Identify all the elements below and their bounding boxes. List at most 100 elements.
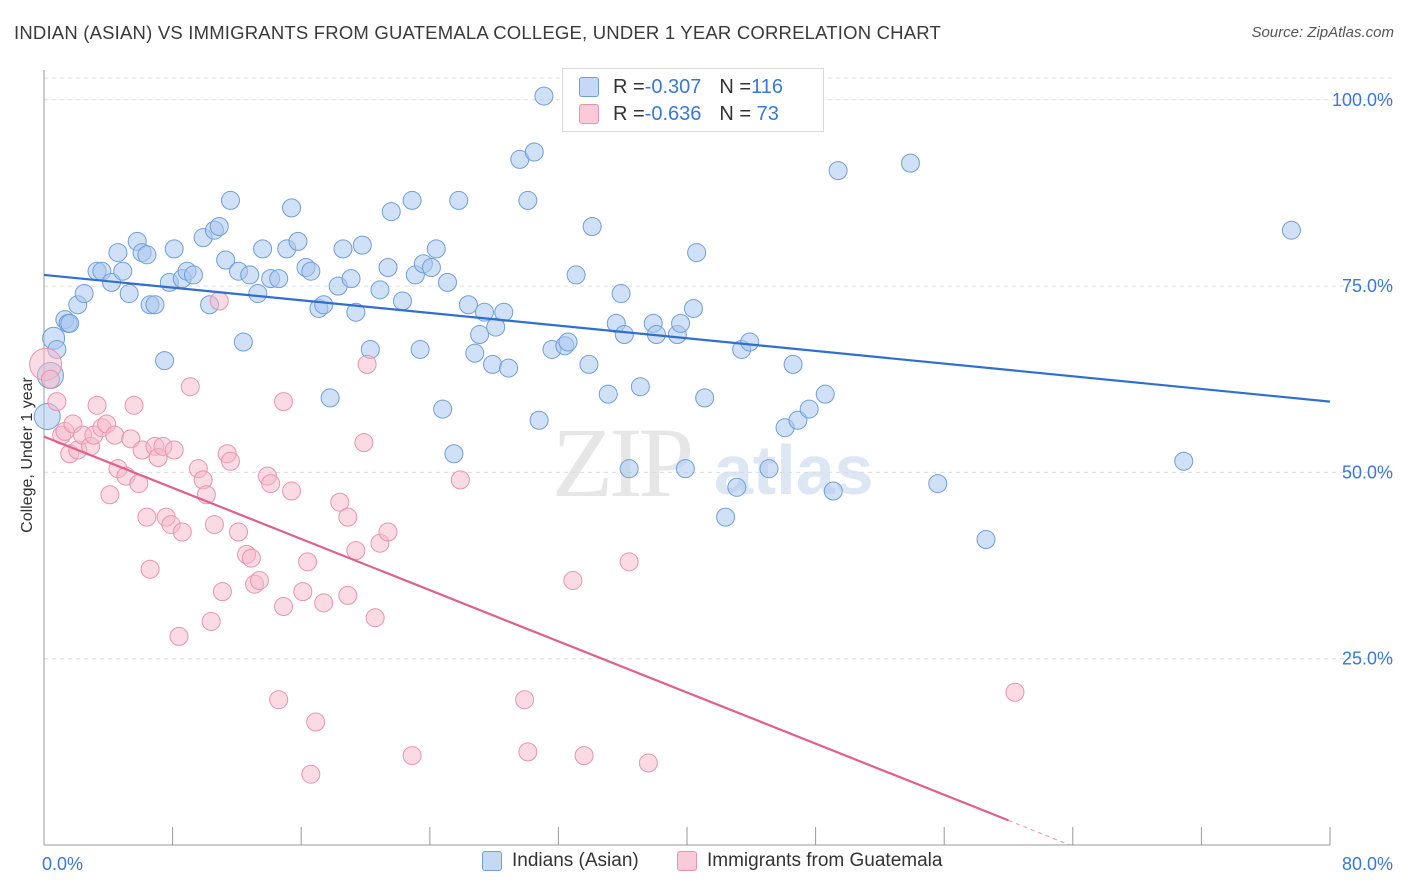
legend-swatch-pink	[579, 104, 599, 124]
data-point-guatemala	[124, 395, 144, 415]
data-point-indians	[346, 302, 366, 322]
data-point-indians	[381, 202, 401, 222]
data-point-indians	[421, 257, 441, 277]
legend-swatch-pink	[677, 851, 697, 871]
data-point-indians	[410, 339, 430, 359]
chart-title: INDIAN (ASIAN) VS IMMIGRANTS FROM GUATEM…	[14, 22, 942, 43]
data-point-indians	[145, 295, 165, 315]
data-point-guatemala	[172, 522, 192, 542]
data-point-indians	[582, 216, 602, 236]
data-point-guatemala	[204, 515, 224, 535]
trend-line-guatemala	[43, 435, 1009, 822]
data-point-indians	[164, 239, 184, 259]
y-tick-label: 50.0%	[1342, 462, 1393, 482]
data-point-guatemala	[229, 522, 249, 542]
data-point-indians	[433, 399, 453, 419]
data-point-indians	[529, 410, 549, 430]
trend-line-indians	[43, 273, 1331, 403]
data-point-indians	[474, 302, 494, 322]
data-point-guatemala	[378, 522, 398, 542]
data-point-indians	[458, 295, 478, 315]
data-point-guatemala	[274, 597, 294, 617]
gridlines	[44, 77, 1392, 660]
data-point-indians	[155, 351, 175, 371]
x-tick-label: 80.0%	[1342, 854, 1393, 874]
data-point-guatemala	[346, 541, 366, 561]
trend-lines	[43, 273, 1331, 846]
data-point-indians	[119, 284, 139, 304]
data-point-indians	[183, 265, 203, 285]
data-point-indians	[74, 284, 94, 304]
data-point-indians	[216, 250, 236, 270]
data-point-indians	[579, 354, 599, 374]
legend-item-guatemala: Immigrants from Guatemala	[677, 850, 942, 872]
data-point-guatemala	[180, 377, 200, 397]
data-point-indians	[449, 190, 469, 210]
data-point-guatemala	[563, 570, 583, 590]
data-point-indians	[815, 384, 835, 404]
series-indians-points	[33, 86, 1301, 549]
data-point-indians	[928, 474, 948, 494]
data-point-indians	[320, 388, 340, 408]
axes	[43, 70, 1331, 846]
data-point-indians	[828, 161, 848, 181]
data-point-guatemala	[249, 570, 269, 590]
data-point-indians	[727, 477, 747, 497]
data-point-indians	[759, 459, 779, 479]
data-point-guatemala	[574, 746, 594, 766]
data-point-indians	[370, 280, 390, 300]
data-point-guatemala	[201, 611, 221, 631]
data-point-guatemala	[40, 369, 60, 389]
legend-item-indians: Indians (Asian)	[482, 850, 639, 872]
data-point-indians	[534, 86, 554, 106]
data-point-indians	[437, 272, 457, 292]
data-point-indians	[598, 384, 618, 404]
series-legend: Indians (Asian) Immigrants from Guatemal…	[0, 850, 1406, 880]
legend-r-value: -0.307	[644, 75, 702, 98]
data-point-guatemala	[515, 690, 535, 710]
data-point-indians	[1174, 451, 1194, 471]
data-point-indians	[426, 239, 446, 259]
data-point-guatemala	[1005, 682, 1025, 702]
data-point-indians	[518, 190, 538, 210]
data-point-indians	[614, 325, 634, 345]
data-point-indians	[611, 284, 631, 304]
data-point-indians	[465, 343, 485, 363]
legend-r-label: R =	[613, 75, 645, 98]
data-point-indians	[402, 190, 422, 210]
data-point-guatemala	[105, 425, 125, 445]
data-point-indians	[671, 313, 691, 333]
data-point-guatemala	[619, 552, 639, 572]
data-point-indians	[352, 235, 372, 255]
data-point-indians	[1281, 220, 1301, 240]
data-point-guatemala	[306, 712, 326, 732]
y-tick-label: 25.0%	[1342, 649, 1393, 669]
legend-row-indians: R = -0.307 N = 116	[579, 75, 783, 99]
data-point-indians	[470, 325, 490, 345]
data-point-guatemala	[241, 548, 261, 568]
data-point-indians	[444, 444, 464, 464]
data-point-guatemala	[274, 392, 294, 412]
data-point-guatemala	[354, 433, 374, 453]
data-point-indians	[976, 529, 996, 549]
data-point-guatemala	[638, 753, 658, 773]
data-point-indians	[482, 354, 502, 374]
legend-label-guatemala: Immigrants from Guatemala	[707, 850, 943, 871]
data-point-indians	[137, 245, 157, 265]
data-point-guatemala	[518, 742, 538, 762]
data-point-indians	[823, 481, 843, 501]
data-point-guatemala	[261, 474, 281, 494]
data-point-guatemala	[338, 585, 358, 605]
legend-n-label: N =	[719, 102, 752, 125]
legend-swatch-blue	[579, 77, 599, 97]
data-point-indians	[248, 284, 268, 304]
data-point-indians	[288, 231, 308, 251]
data-point-indians	[695, 388, 715, 408]
trend-line-guatemala-extension	[1008, 819, 1070, 846]
series-guatemala-points	[29, 291, 1025, 784]
data-point-guatemala	[330, 492, 350, 512]
x-tick-label: 0.0%	[42, 854, 83, 874]
data-point-guatemala	[293, 582, 313, 602]
legend-label-indians: Indians (Asian)	[512, 850, 639, 871]
